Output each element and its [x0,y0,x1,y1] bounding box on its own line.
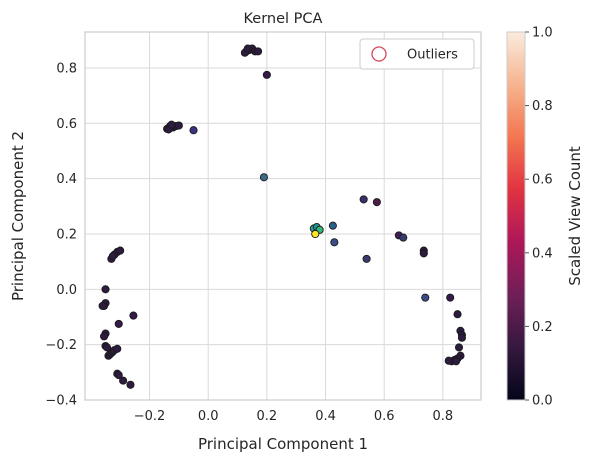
y-tick-label: −0.2 [45,338,77,353]
data-point [444,356,453,365]
data-point [116,246,125,255]
y-tick-label: 0.8 [56,61,77,76]
data-point [101,285,110,294]
grid [85,32,481,401]
data-point [129,311,138,320]
y-tick-label: −0.4 [45,394,77,409]
chart-title: Kernel PCA [244,11,323,27]
data-point [259,173,268,182]
data-point [446,293,455,302]
data-point [113,344,122,353]
data-point [189,126,198,135]
data-point [454,343,464,352]
data-point [102,343,112,352]
data-point [254,47,263,56]
x-tick-label: 0.8 [433,409,454,424]
y-axis-label: Principal Component 2 [9,131,27,301]
data-point [457,333,466,342]
data-point [453,310,462,319]
x-tick-label: 0.2 [257,409,278,424]
data-point [167,120,176,129]
x-tick-label: 0.4 [315,409,336,424]
colorbar-ticks: 0.0 0.2 0.4 0.6 0.8 1.0 [525,26,553,409]
plot-area [85,32,481,400]
data-point [359,195,368,204]
data-point [399,233,408,242]
outliers-legend-marker [371,46,387,62]
data-point [119,376,128,385]
data-point [126,380,135,389]
data-point [452,357,461,366]
data-point [330,238,339,247]
legend-label-outliers: Outliers [407,48,458,63]
colorbar-tick-label: 0.6 [532,173,553,188]
x-tick-label: −0.2 [134,409,166,424]
data-point [262,70,271,79]
colorbar-tick-label: 1.0 [532,26,553,41]
legend-box [359,38,475,70]
colorbar [506,31,526,401]
x-axis-label: Principal Component 1 [198,435,368,453]
y-tick-label: 0.4 [56,172,77,187]
data-point [421,293,430,302]
data-point [174,121,183,130]
y-tick-label: 0.6 [56,117,77,132]
colorbar-tick-label: 0.8 [532,99,553,114]
y-tick-label: 0.2 [56,227,77,242]
data-point [243,44,252,53]
data-point [100,332,109,341]
colorbar-tick-label: 0.4 [532,246,553,261]
y-tick-label: 0.0 [56,283,77,298]
data-point [108,252,117,261]
colorbar-label: Scaled View Count [566,146,584,286]
data-point [311,229,320,239]
plot-frame [84,31,482,401]
data-point [98,301,107,310]
scatter-points [98,44,466,389]
colorbar-tick-label: 0.2 [532,320,553,335]
x-tick-label: 0.6 [374,409,395,424]
x-tick-label: 0.0 [198,409,219,424]
colorbar-tick-label: 0.0 [532,394,553,409]
data-point [372,198,381,207]
data-point [362,254,371,263]
data-point [419,249,428,258]
x-tick-labels: −0.2 0.0 0.2 0.4 0.6 0.8 [134,409,453,424]
data-point [328,221,337,230]
y-tick-labels: −0.4 −0.2 0.0 0.2 0.4 0.6 0.8 [45,61,77,408]
data-point [114,319,123,328]
data-point [114,371,123,380]
legend: Outliers [359,38,475,70]
